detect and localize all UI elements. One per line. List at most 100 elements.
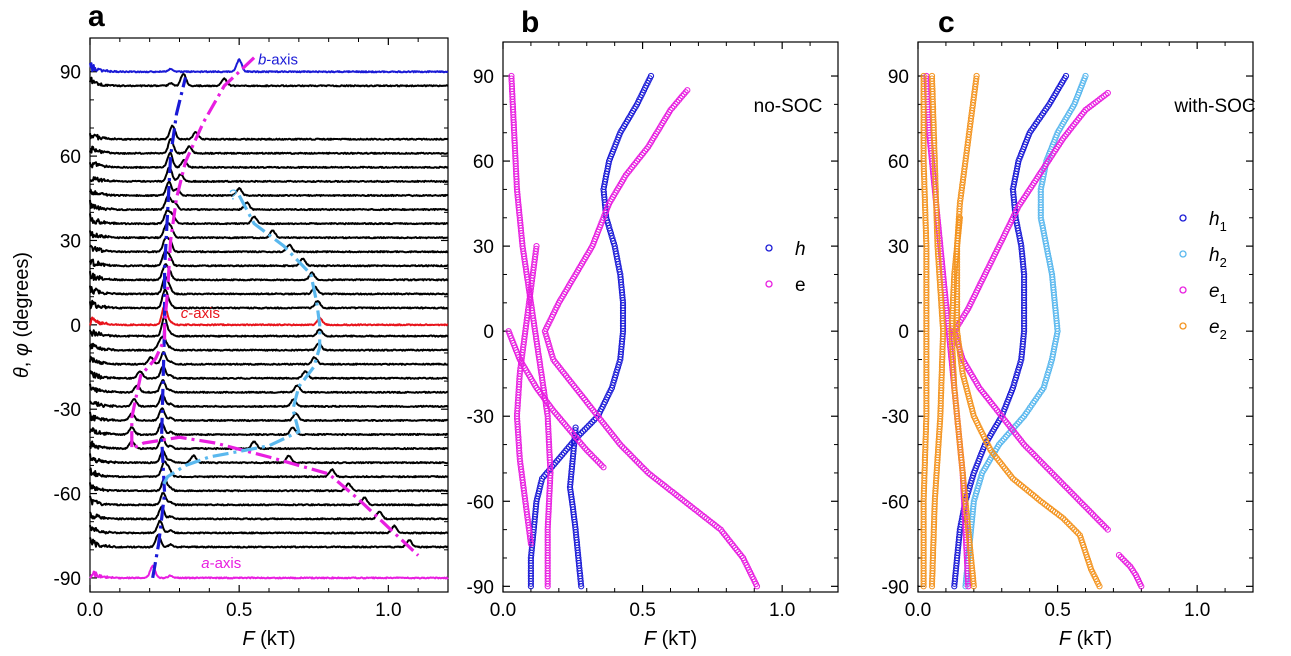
data-point (527, 540, 535, 547)
x-axis-unit: (kT) (255, 628, 296, 650)
data-point (1021, 413, 1028, 420)
data-point (626, 450, 633, 458)
fft-trace (89, 250, 449, 268)
legend-name: h (1209, 245, 1220, 266)
y-tick-label: 60 (473, 152, 494, 173)
annotation-italic: c (181, 305, 189, 322)
legend-name: e (1209, 281, 1220, 302)
legend-label: h (795, 239, 806, 260)
data-point (641, 466, 648, 473)
data-point (582, 445, 589, 452)
data-point (617, 441, 624, 448)
legend-marker (765, 280, 773, 288)
y-tick-label: 0 (483, 322, 494, 343)
data-point (1065, 520, 1072, 528)
data-point (920, 583, 927, 590)
fft-trace (89, 477, 449, 493)
data-point (1082, 503, 1089, 510)
y-tick-label: 0 (898, 322, 909, 343)
data-point (1034, 454, 1041, 461)
data-point (585, 449, 592, 456)
panel-condition-label: with-SOC (1173, 96, 1255, 117)
data-point (1095, 517, 1102, 524)
data-point (527, 583, 535, 590)
data-point (669, 105, 676, 112)
panel-label-c: c (938, 6, 955, 39)
data-point (1050, 471, 1058, 478)
data-point (1024, 445, 1031, 452)
fft-trace (89, 138, 449, 155)
data-point (544, 580, 551, 587)
panel-c: c 0.0 0.5 1.0 90 60 30 0 -30 -60 -90 F (kT) with-SOC… (882, 6, 1256, 650)
data-point (578, 430, 585, 437)
data-point (1041, 382, 1048, 389)
y-axis-sep: , (11, 356, 33, 367)
axis-annotation: a-axis (201, 555, 241, 572)
data-point (583, 447, 590, 454)
legend-subscript: 2 (1220, 327, 1227, 342)
data-point (1048, 469, 1056, 476)
data-point (1063, 519, 1071, 526)
data-point (639, 464, 646, 471)
legend-label: e (795, 275, 806, 296)
fft-trace (89, 421, 449, 437)
data-point (578, 583, 585, 590)
data-point (680, 91, 688, 98)
fft-trace (89, 460, 449, 479)
data-point (928, 583, 936, 590)
y-tick-label: 90 (888, 67, 909, 88)
data-point (1101, 522, 1108, 529)
y-axis-unit: (degrees) (11, 252, 33, 343)
data-point (1047, 467, 1054, 475)
data-point (549, 353, 556, 360)
legend-name: e (1209, 317, 1220, 338)
fft-trace-a-axis (89, 564, 449, 580)
data-point (997, 439, 1004, 446)
data-point (1039, 460, 1046, 467)
legend-name: e (795, 275, 806, 296)
data-point (585, 422, 592, 429)
data-point (1075, 530, 1082, 537)
data-point (1041, 462, 1048, 469)
data-point (555, 455, 562, 462)
data-point (1032, 452, 1039, 459)
axis-annotation: ? (229, 187, 237, 204)
data-point (1080, 502, 1087, 509)
data-point (1043, 464, 1050, 471)
data-point (1002, 433, 1009, 441)
fft-trace (89, 275, 449, 296)
fft-trace (89, 288, 449, 310)
data-point (1067, 522, 1074, 529)
x-axis-var: F (1059, 628, 1073, 650)
fft-trace (89, 263, 449, 282)
data-point (628, 452, 635, 459)
data-point (560, 419, 567, 426)
fft-trace (89, 365, 449, 380)
x-tick-label: 0.0 (905, 600, 931, 621)
fft-trace (89, 73, 449, 88)
data-point (1123, 559, 1130, 566)
data-point (1071, 492, 1078, 499)
data-point (583, 424, 590, 431)
data-point (1058, 479, 1065, 486)
panel-label-b: b (521, 6, 539, 39)
annotation-text: ? (229, 187, 237, 204)
legend-subscript: 1 (1220, 219, 1227, 234)
data-point (1091, 513, 1098, 520)
annotation-text: -axis (210, 555, 242, 572)
fft-trace (89, 492, 449, 507)
data-point (1063, 484, 1071, 492)
data-point (1061, 517, 1069, 524)
data-point (1067, 488, 1074, 495)
fft-trace (89, 534, 449, 549)
data-point (598, 462, 605, 469)
x-tick-label: 0.0 (77, 600, 103, 621)
legend-name: h (795, 239, 806, 260)
data-point (1056, 477, 1063, 484)
fft-trace (89, 449, 449, 465)
data-point (1086, 507, 1093, 514)
data-point (1071, 526, 1078, 533)
data-point (589, 452, 596, 459)
data-point (970, 583, 977, 590)
data-point (1061, 483, 1069, 490)
